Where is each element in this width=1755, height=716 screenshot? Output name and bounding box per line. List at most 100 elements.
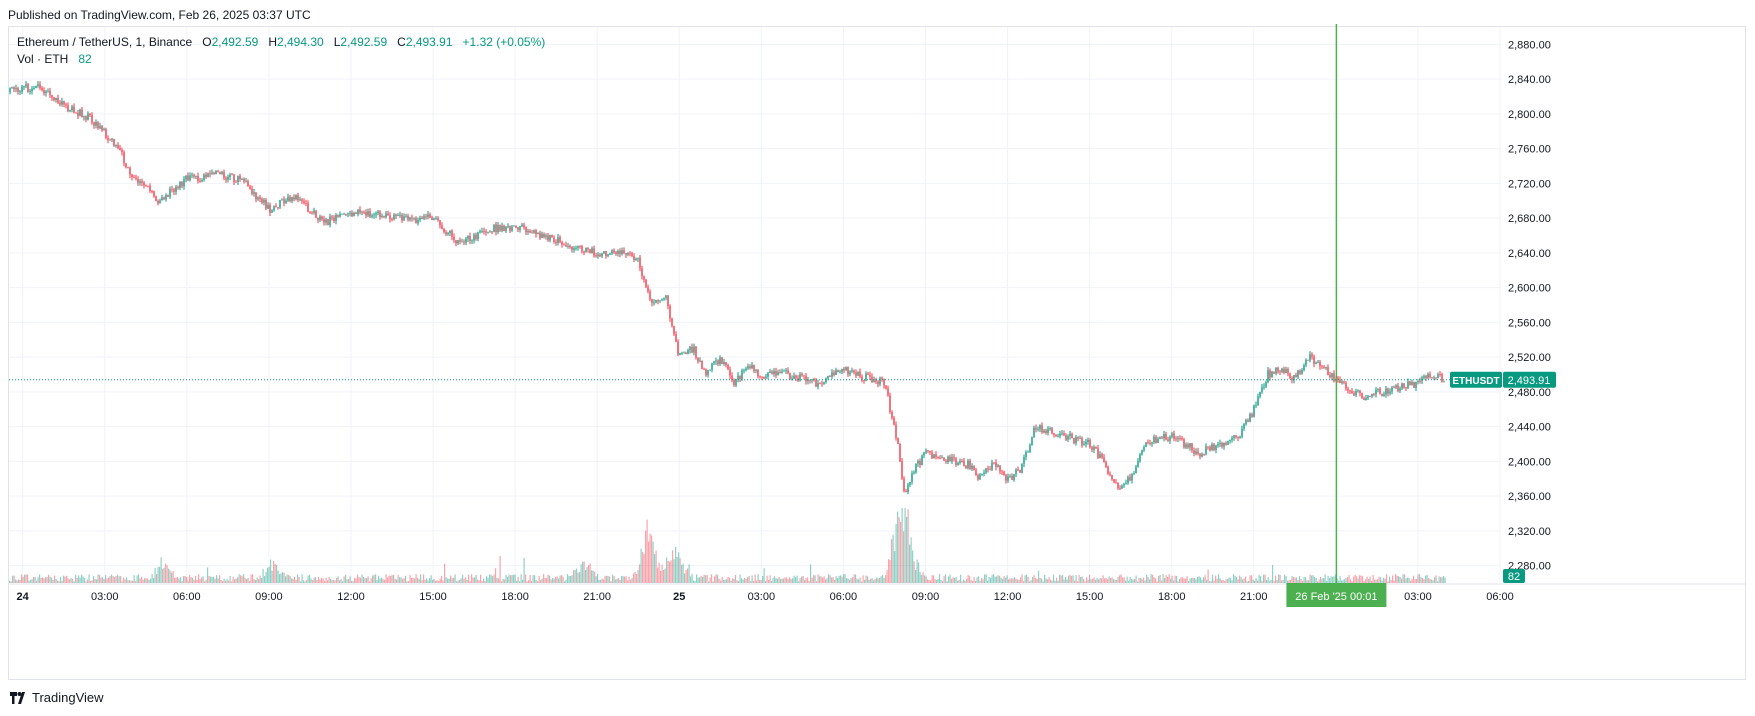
volume-bar bbox=[210, 576, 212, 583]
volume-bar bbox=[190, 577, 192, 583]
candle-body bbox=[611, 250, 613, 254]
candle-body bbox=[259, 197, 261, 199]
candle-body bbox=[897, 437, 899, 444]
candle-body bbox=[547, 235, 549, 241]
candle-body bbox=[1209, 446, 1211, 451]
volume-bar bbox=[265, 571, 267, 583]
candle-body bbox=[377, 211, 379, 214]
volume-bar bbox=[102, 577, 104, 583]
candle-body bbox=[195, 175, 197, 177]
volume-bar bbox=[721, 576, 723, 583]
volume-bar bbox=[13, 575, 15, 583]
symbol-name[interactable]: Ethereum / TetherUS, 1, Binance bbox=[17, 35, 193, 49]
volume-bar bbox=[975, 580, 977, 583]
candle-body bbox=[959, 461, 961, 463]
volume-bar bbox=[405, 575, 407, 583]
candle-body bbox=[737, 375, 739, 380]
volume-bar bbox=[1161, 580, 1163, 583]
candle-body bbox=[1415, 381, 1417, 388]
volume-bar bbox=[1116, 579, 1118, 583]
volume-bar bbox=[651, 535, 653, 583]
volume-bar bbox=[522, 579, 524, 583]
volume-bar bbox=[775, 578, 777, 583]
candle-body bbox=[763, 376, 765, 379]
volume-bar bbox=[237, 577, 239, 583]
volume-bar bbox=[966, 579, 968, 583]
volume-bar bbox=[540, 580, 542, 583]
volume-bar bbox=[987, 580, 989, 583]
volume-bar bbox=[1006, 575, 1008, 583]
volume-bar bbox=[399, 577, 401, 583]
volume-bar bbox=[163, 568, 165, 583]
tradingview-brand[interactable]: TradingView bbox=[10, 690, 104, 705]
candle-body bbox=[655, 299, 657, 303]
volume-bar bbox=[435, 580, 437, 583]
candle-body bbox=[333, 217, 335, 221]
candle-body bbox=[1277, 367, 1279, 372]
volume-bar bbox=[1284, 574, 1286, 583]
candle-body bbox=[1443, 381, 1445, 383]
candle-body bbox=[213, 172, 215, 175]
volume-bar bbox=[438, 580, 440, 583]
volume-bar bbox=[1251, 575, 1253, 583]
volume-bar bbox=[786, 577, 788, 583]
candle-body bbox=[1093, 446, 1095, 450]
candle-body bbox=[363, 211, 365, 213]
candle-body bbox=[337, 214, 339, 217]
volume-bar bbox=[742, 579, 744, 583]
candle-body bbox=[961, 461, 963, 462]
volume-bar bbox=[1261, 580, 1263, 583]
volume-bar bbox=[508, 574, 510, 583]
volume-bar bbox=[1030, 580, 1032, 583]
volume-bar bbox=[693, 580, 695, 583]
candle-body bbox=[1405, 387, 1407, 389]
volume-bar bbox=[1308, 580, 1310, 583]
volume-bar bbox=[339, 580, 341, 583]
volume-bar bbox=[483, 578, 485, 583]
volume-bar bbox=[1207, 569, 1209, 583]
candle-body bbox=[987, 468, 989, 470]
candle-body bbox=[989, 469, 991, 471]
candle-body bbox=[1323, 366, 1325, 368]
volume-bar bbox=[15, 579, 17, 583]
volume-bar bbox=[1054, 580, 1056, 583]
volume-bar bbox=[1185, 578, 1187, 583]
candle-body bbox=[937, 456, 939, 458]
volume-bar bbox=[1353, 576, 1355, 583]
time-tick-label: 15:00 bbox=[419, 591, 447, 603]
volume-bar bbox=[999, 575, 1001, 583]
candle-body bbox=[475, 234, 477, 240]
volume-bar bbox=[913, 561, 915, 583]
volume-bar bbox=[654, 554, 656, 583]
candle-body bbox=[867, 373, 869, 375]
volume-bar bbox=[915, 569, 917, 583]
candle-body bbox=[1429, 373, 1431, 378]
volume-bar bbox=[1318, 579, 1320, 583]
candle-body bbox=[909, 482, 911, 485]
volume-bar bbox=[1425, 575, 1427, 583]
volume-bar bbox=[825, 579, 827, 583]
candle-body bbox=[211, 172, 213, 175]
volume-bar bbox=[172, 570, 174, 583]
volume-bar bbox=[766, 575, 768, 583]
volume-bar bbox=[585, 569, 587, 583]
candle-body bbox=[431, 217, 433, 220]
volume-bar bbox=[1110, 577, 1112, 583]
volume-bar bbox=[468, 574, 470, 583]
volume-bar bbox=[1383, 577, 1385, 583]
volume-label[interactable]: Vol · ETH bbox=[17, 52, 69, 66]
volume-bar bbox=[1039, 577, 1041, 583]
volume-bar bbox=[535, 579, 537, 583]
volume-bar bbox=[1018, 579, 1020, 583]
volume-bar bbox=[288, 575, 290, 583]
candle-body bbox=[1221, 443, 1223, 447]
candle-body bbox=[857, 371, 859, 376]
volume-bar bbox=[1125, 580, 1127, 583]
volume-bar bbox=[1102, 575, 1104, 583]
volume-bar bbox=[1269, 581, 1271, 583]
volume-bar bbox=[532, 575, 534, 583]
volume-bar bbox=[730, 580, 732, 583]
volume-bar bbox=[888, 559, 890, 583]
candle-body bbox=[795, 375, 797, 378]
